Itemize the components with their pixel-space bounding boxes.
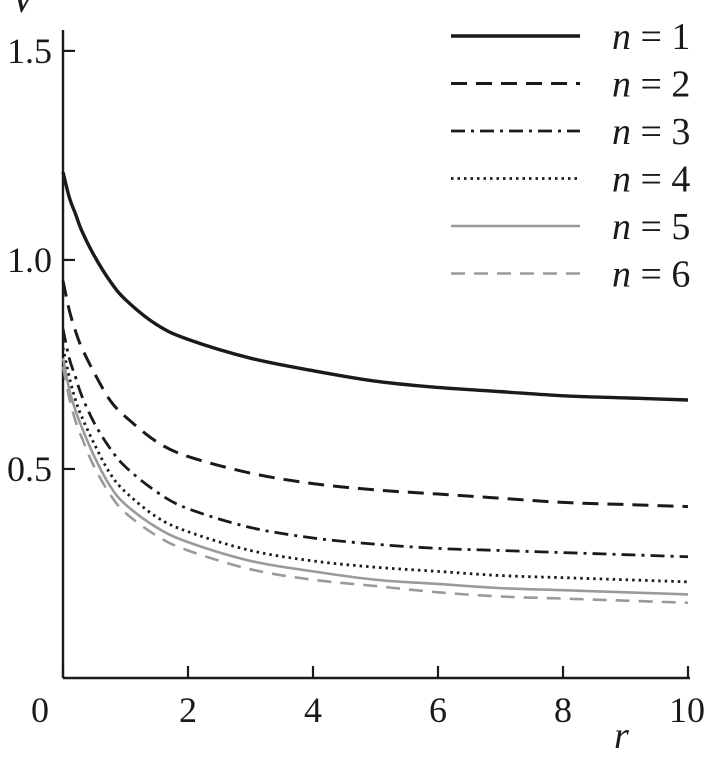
series-line-n2 bbox=[61, 280, 689, 509]
y-tick-label: 1.0 bbox=[7, 240, 52, 280]
series-line-n1 bbox=[61, 171, 689, 402]
series-lines bbox=[61, 171, 689, 605]
legend-label-value: = 5 bbox=[631, 206, 690, 248]
legend-label-var: n bbox=[612, 159, 631, 201]
legend-label-value: = 6 bbox=[631, 254, 690, 296]
legend-label-var: n bbox=[612, 206, 631, 248]
x-tick-label: 8 bbox=[554, 690, 572, 730]
legend-label-n6: n = 6 bbox=[612, 254, 690, 296]
x-tick-label: 6 bbox=[429, 690, 447, 730]
y-tick-label: 0.5 bbox=[7, 449, 52, 489]
legend-label-n4: n = 4 bbox=[612, 159, 690, 201]
y-tick-label: 1.5 bbox=[7, 31, 52, 71]
legend-label-var: n bbox=[612, 16, 631, 58]
legend-label-value: = 4 bbox=[631, 159, 690, 201]
x-tick-label: 10 bbox=[669, 690, 705, 730]
legend: n = 1n = 2n = 3n = 4n = 5n = 6 bbox=[451, 16, 690, 296]
legend-label-n2: n = 2 bbox=[612, 64, 690, 106]
legend-label-n3: n = 3 bbox=[612, 111, 690, 153]
x-tick-label: 2 bbox=[179, 690, 197, 730]
legend-label-var: n bbox=[612, 111, 631, 153]
legend-label-var: n bbox=[612, 254, 631, 296]
legend-label-n1: n = 1 bbox=[612, 16, 690, 58]
x-tick-label: 0 bbox=[31, 690, 49, 730]
series-line-n3 bbox=[61, 328, 689, 559]
series-line-n6 bbox=[61, 366, 689, 605]
series-line-n4 bbox=[61, 347, 689, 584]
y-axis-label: V bbox=[11, 0, 38, 21]
series-line-n5 bbox=[61, 357, 689, 596]
legend-label-value: = 3 bbox=[631, 111, 690, 153]
x-axis-label: r bbox=[614, 715, 629, 757]
legend-label-var: n bbox=[612, 64, 631, 106]
legend-label-value: = 1 bbox=[631, 16, 690, 58]
legend-label-value: = 2 bbox=[631, 64, 690, 106]
legend-label-n5: n = 5 bbox=[612, 206, 690, 248]
axes: 0 2 4 6 8 10 0.5 1.0 1.5 bbox=[7, 30, 705, 730]
x-tick-label: 4 bbox=[304, 690, 322, 730]
